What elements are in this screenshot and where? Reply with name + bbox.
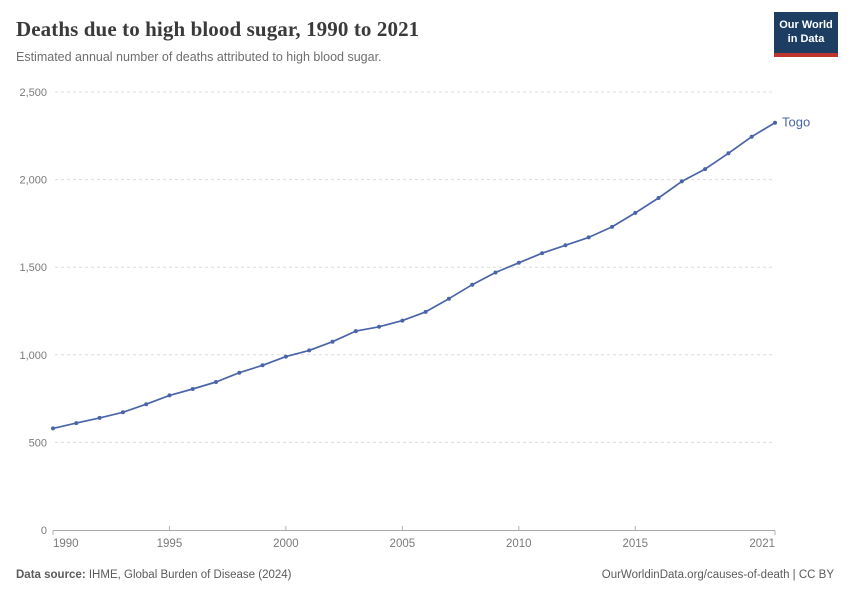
x-axis-label: 2005 [390, 538, 416, 550]
y-axis-label: 1,500 [19, 262, 47, 274]
data-point [773, 120, 777, 125]
data-point [120, 410, 125, 415]
x-axis-label: 2000 [273, 538, 299, 550]
data-point [540, 251, 545, 256]
chart-line [52, 121, 776, 430]
data-point [563, 243, 568, 248]
data-point [633, 210, 638, 215]
data-point [586, 235, 591, 240]
x-axis-label: 1990 [53, 538, 79, 550]
data-point [353, 329, 358, 334]
data-point [144, 402, 149, 407]
data-point [214, 380, 218, 384]
data-point [446, 296, 451, 301]
owid-logo-line2: in Data [787, 32, 825, 45]
y-axis-label: 500 [29, 437, 47, 449]
data-point [74, 421, 79, 426]
data-source-text: IHME, Global Burden of Disease (2024) [85, 569, 292, 581]
data-point [423, 309, 428, 314]
chart-subtitle: Estimated annual number of deaths attrib… [16, 50, 382, 64]
y-axis-label: 2,500 [19, 87, 47, 99]
series-label-togo: Togo [782, 115, 810, 130]
data-point [400, 318, 405, 323]
x-axis-label: 1995 [157, 538, 183, 550]
data-point [516, 260, 521, 265]
data-point [656, 196, 661, 200]
data-source-note: Data source: IHME, Global Burden of Dise… [16, 569, 292, 581]
data-point [493, 270, 498, 275]
data-point [679, 179, 684, 184]
data-point [283, 354, 288, 359]
chart-title: Deaths due to high blood sugar, 1990 to … [16, 17, 420, 41]
data-point [610, 224, 614, 229]
data-point [190, 387, 195, 391]
data-point [726, 151, 731, 156]
data-point [703, 167, 708, 172]
x-axis-label: 2010 [506, 538, 532, 550]
owid-citation-link[interactable]: OurWorldinData.org/causes-of-death | CC … [601, 569, 834, 581]
data-point [260, 363, 265, 368]
y-axis-label: 2,000 [19, 175, 47, 187]
data-point [377, 324, 382, 329]
data-source-label: Data source: [16, 569, 86, 581]
y-axis-label: 0 [41, 525, 47, 537]
chart-footer: Data source: IHME, Global Burden of Dise… [16, 569, 834, 581]
owid-logo-line1: Our World [779, 18, 833, 31]
y-axis-label: 1,000 [19, 350, 47, 362]
data-point [470, 282, 475, 287]
data-point [51, 426, 55, 431]
data-point [97, 415, 102, 420]
data-point [307, 348, 312, 353]
x-axis-label: 2021 [749, 538, 775, 550]
data-point [330, 339, 335, 344]
data-point [167, 393, 172, 398]
x-axis-label: 2015 [622, 538, 648, 550]
owid-logo[interactable]: Our World in Data [774, 12, 838, 57]
data-point [237, 370, 242, 375]
data-point [749, 134, 754, 139]
